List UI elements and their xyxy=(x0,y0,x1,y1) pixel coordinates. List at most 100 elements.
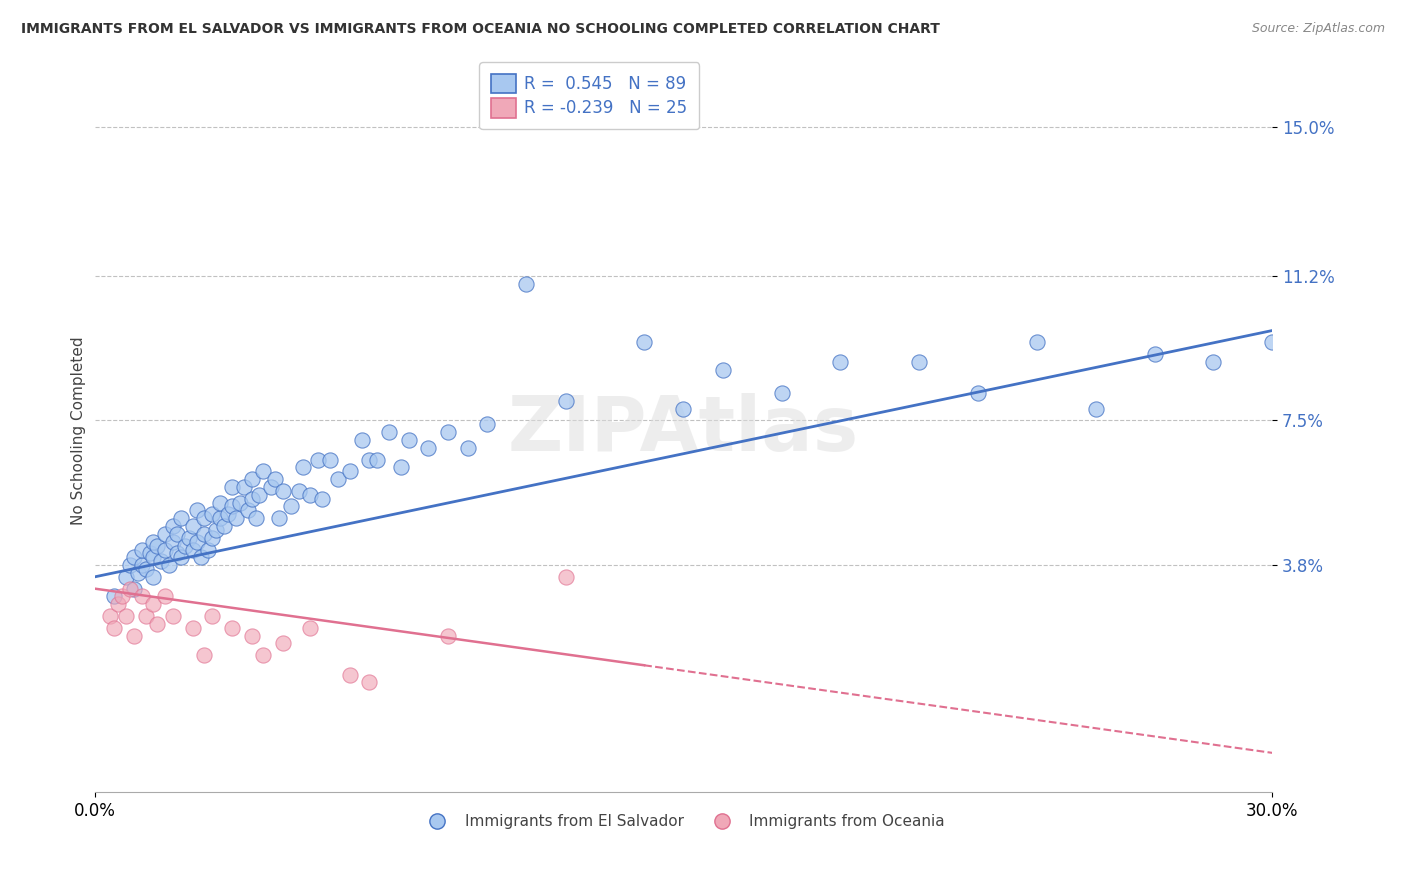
Point xyxy=(326,472,349,486)
Point xyxy=(209,495,232,509)
Point xyxy=(205,523,228,537)
Point xyxy=(280,500,302,514)
Point xyxy=(118,582,141,596)
Point xyxy=(291,460,314,475)
Text: Source: ZipAtlas.com: Source: ZipAtlas.com xyxy=(1251,22,1385,36)
Point xyxy=(908,355,931,369)
Point xyxy=(260,480,283,494)
Point xyxy=(131,590,153,604)
Point xyxy=(252,648,274,662)
Point xyxy=(201,609,224,624)
Point xyxy=(359,452,381,467)
Point xyxy=(457,441,479,455)
Point xyxy=(350,433,373,447)
Point xyxy=(193,648,215,662)
Point xyxy=(170,511,193,525)
Point xyxy=(437,628,460,642)
Point xyxy=(229,495,252,509)
Point xyxy=(437,425,460,440)
Text: IMMIGRANTS FROM EL SALVADOR VS IMMIGRANTS FROM OCEANIA NO SCHOOLING COMPLETED CO: IMMIGRANTS FROM EL SALVADOR VS IMMIGRANT… xyxy=(21,22,941,37)
Point xyxy=(711,362,734,376)
Point xyxy=(122,550,145,565)
Point xyxy=(221,500,243,514)
Point xyxy=(162,609,184,624)
Point xyxy=(966,386,988,401)
Point xyxy=(240,628,263,642)
Point xyxy=(830,355,852,369)
Point xyxy=(339,667,361,681)
Point xyxy=(554,393,576,408)
Point xyxy=(475,417,498,432)
Point xyxy=(142,597,165,611)
Point xyxy=(186,534,208,549)
Point xyxy=(252,464,274,478)
Point xyxy=(366,452,388,467)
Point xyxy=(249,488,271,502)
Point xyxy=(1025,335,1047,350)
Point xyxy=(150,554,173,568)
Point xyxy=(389,460,412,475)
Point xyxy=(115,570,138,584)
Point xyxy=(770,386,793,401)
Point xyxy=(319,452,342,467)
Point xyxy=(245,511,267,525)
Point xyxy=(1143,347,1166,361)
Point xyxy=(166,527,188,541)
Point xyxy=(212,519,235,533)
Point xyxy=(209,511,232,525)
Point xyxy=(127,566,149,580)
Point xyxy=(162,519,184,533)
Point xyxy=(307,452,329,467)
Point xyxy=(162,534,184,549)
Point xyxy=(398,433,420,447)
Point xyxy=(359,675,381,690)
Point xyxy=(135,609,157,624)
Point xyxy=(287,483,309,498)
Y-axis label: No Schooling Completed: No Schooling Completed xyxy=(72,336,86,524)
Point xyxy=(1202,355,1225,369)
Point xyxy=(418,441,440,455)
Point xyxy=(122,582,145,596)
Legend: Immigrants from El Salvador, Immigrants from Oceania: Immigrants from El Salvador, Immigrants … xyxy=(416,808,950,835)
Point xyxy=(264,472,287,486)
Point xyxy=(339,464,361,478)
Point xyxy=(170,550,193,565)
Point xyxy=(155,527,177,541)
Point xyxy=(103,590,125,604)
Point xyxy=(142,550,165,565)
Point xyxy=(111,590,134,604)
Point xyxy=(236,503,259,517)
Point xyxy=(267,511,290,525)
Point xyxy=(142,570,165,584)
Point xyxy=(146,616,169,631)
Point xyxy=(131,542,153,557)
Point xyxy=(122,628,145,642)
Point xyxy=(157,558,180,573)
Point xyxy=(98,609,121,624)
Point xyxy=(271,636,294,650)
Point xyxy=(155,542,177,557)
Point xyxy=(221,480,243,494)
Point xyxy=(197,542,219,557)
Point xyxy=(166,546,188,560)
Point xyxy=(135,562,157,576)
Point xyxy=(177,531,200,545)
Point xyxy=(271,483,294,498)
Point xyxy=(181,621,204,635)
Point xyxy=(103,621,125,635)
Text: ZIPAtlas: ZIPAtlas xyxy=(508,393,859,467)
Point xyxy=(190,550,212,565)
Point xyxy=(146,539,169,553)
Point xyxy=(221,621,243,635)
Point xyxy=(240,491,263,506)
Point xyxy=(378,425,401,440)
Point xyxy=(193,511,215,525)
Point xyxy=(240,472,263,486)
Point xyxy=(138,546,160,560)
Point xyxy=(181,542,204,557)
Point xyxy=(118,558,141,573)
Point xyxy=(173,539,195,553)
Point xyxy=(515,277,537,291)
Point xyxy=(131,558,153,573)
Point xyxy=(554,570,576,584)
